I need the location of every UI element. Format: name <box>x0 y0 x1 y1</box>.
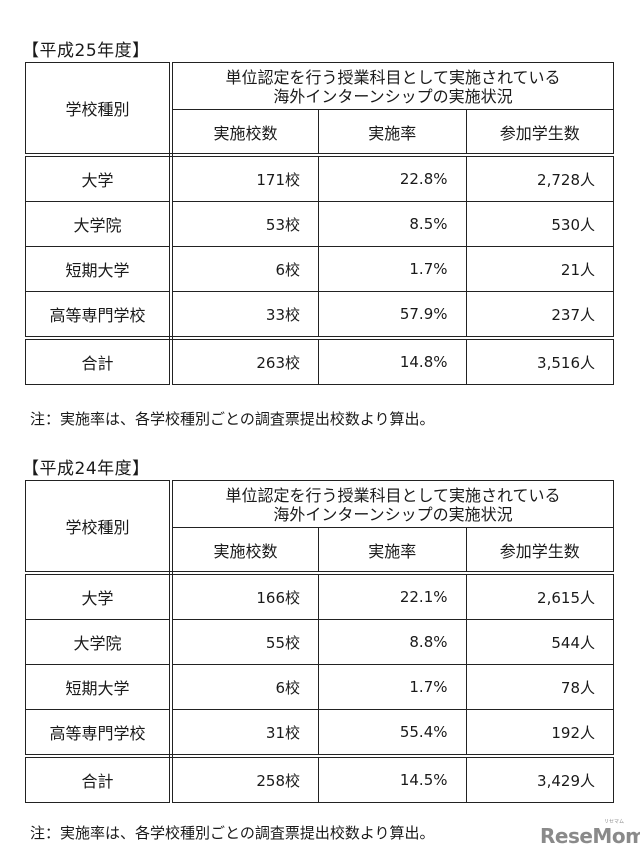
row-students: 2,615人 <box>465 572 614 620</box>
table-row: 大学院 55校 8.8% 544人 <box>25 619 614 665</box>
table-h24: 学校種別 単位認定を行う授業科目として実施されている 海外インターンシップの実施… <box>25 480 614 803</box>
row-students: 78人 <box>465 664 614 710</box>
total-rate: 14.5% <box>318 755 467 803</box>
row-students: 192人 <box>465 709 614 758</box>
row-category: 短期大学 <box>25 664 173 710</box>
header-group-line2: 海外インターンシップの実施状況 <box>273 87 513 106</box>
row-schools: 6校 <box>170 246 319 292</box>
table-row: 高等専門学校 33校 57.9% 237人 <box>25 291 614 340</box>
row-rate: 1.7% <box>318 246 467 292</box>
header-group-line1: 単位認定を行う授業科目として実施されている <box>225 68 561 87</box>
row-schools: 53校 <box>170 201 319 247</box>
row-category: 大学院 <box>25 201 173 247</box>
logo-subtitle: リセマム <box>604 819 625 825</box>
note-h25: 注：実施率は、各学校種別ごとの調査票提出校数より算出。 <box>30 410 435 428</box>
row-students: 21人 <box>465 246 614 292</box>
row-schools: 171校 <box>170 154 319 202</box>
total-students: 3,429人 <box>465 755 614 803</box>
table-row: 高等専門学校 31校 55.4% 192人 <box>25 709 614 758</box>
table-row: 大学院 53校 8.5% 530人 <box>25 201 614 247</box>
row-rate: 8.8% <box>318 619 467 665</box>
header-group: 単位認定を行う授業科目として実施されている 海外インターンシップの実施状況 <box>170 62 614 110</box>
row-schools: 55校 <box>170 619 319 665</box>
row-students: 2,728人 <box>465 154 614 202</box>
row-category: 大学院 <box>25 619 173 665</box>
header-rate: 実施率 <box>318 109 467 157</box>
header-group: 単位認定を行う授業科目として実施されている 海外インターンシップの実施状況 <box>170 480 614 528</box>
header-group-line1: 単位認定を行う授業科目として実施されている <box>225 486 561 505</box>
row-schools: 33校 <box>170 291 319 340</box>
total-category: 合計 <box>25 755 173 803</box>
total-row: 合計 258校 14.5% 3,429人 <box>25 755 614 803</box>
row-rate: 57.9% <box>318 291 467 340</box>
header-rate: 実施率 <box>318 527 467 575</box>
total-schools: 263校 <box>170 337 319 385</box>
total-schools: 258校 <box>170 755 319 803</box>
row-category: 高等専門学校 <box>25 709 173 758</box>
header-students: 参加学生数 <box>465 527 614 575</box>
table-row: 大学 166校 22.1% 2,615人 <box>25 572 614 620</box>
row-students: 530人 <box>465 201 614 247</box>
row-category: 大学 <box>25 572 173 620</box>
row-students: 237人 <box>465 291 614 340</box>
row-category: 高等専門学校 <box>25 291 173 340</box>
row-schools: 31校 <box>170 709 319 758</box>
row-rate: 22.1% <box>318 572 467 620</box>
total-students: 3,516人 <box>465 337 614 385</box>
row-schools: 166校 <box>170 572 319 620</box>
table-h25: 学校種別 単位認定を行う授業科目として実施されている 海外インターンシップの実施… <box>25 62 614 385</box>
header-category: 学校種別 <box>25 62 173 157</box>
section-title-h24: 【平成24年度】 <box>22 459 150 479</box>
row-rate: 8.5% <box>318 201 467 247</box>
row-rate: 55.4% <box>318 709 467 758</box>
total-category: 合計 <box>25 337 173 385</box>
header-category: 学校種別 <box>25 480 173 575</box>
note-h24: 注：実施率は、各学校種別ごとの調査票提出校数より算出。 <box>30 824 435 842</box>
header-schools: 実施校数 <box>170 527 319 575</box>
resemom-logo: ReseMom <box>540 824 640 848</box>
row-rate: 22.8% <box>318 154 467 202</box>
row-rate: 1.7% <box>318 664 467 710</box>
row-schools: 6校 <box>170 664 319 710</box>
table-row: 短期大学 6校 1.7% 78人 <box>25 664 614 710</box>
section-title-h25: 【平成25年度】 <box>22 41 150 61</box>
total-rate: 14.8% <box>318 337 467 385</box>
table-row: 大学 171校 22.8% 2,728人 <box>25 154 614 202</box>
header-students: 参加学生数 <box>465 109 614 157</box>
row-category: 短期大学 <box>25 246 173 292</box>
table-row: 短期大学 6校 1.7% 21人 <box>25 246 614 292</box>
total-row: 合計 263校 14.8% 3,516人 <box>25 337 614 385</box>
header-group-line2: 海外インターンシップの実施状況 <box>273 505 513 524</box>
header-schools: 実施校数 <box>170 109 319 157</box>
row-students: 544人 <box>465 619 614 665</box>
row-category: 大学 <box>25 154 173 202</box>
